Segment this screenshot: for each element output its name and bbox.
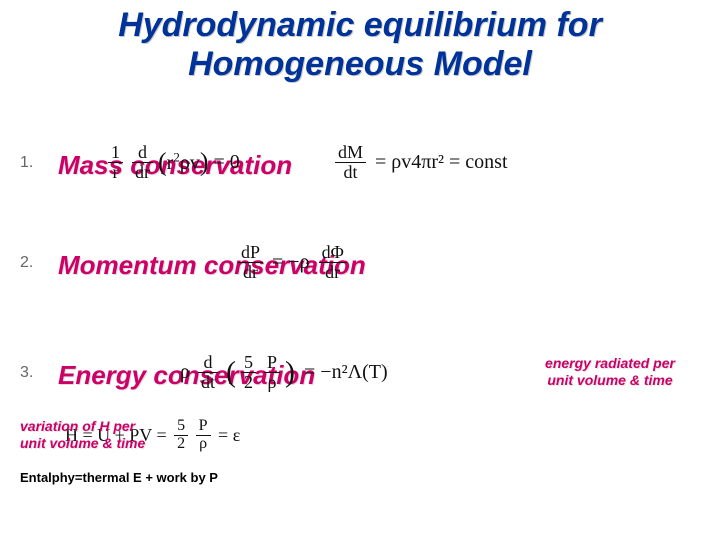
slide-title: Hydrodynamic equilibrium for Homogeneous… <box>0 0 720 84</box>
title-line-2: Homogeneous Model <box>0 45 720 84</box>
bullet-2: 2. <box>20 254 40 272</box>
list-item-1: 1. Mass conservation <box>20 150 292 181</box>
label-energy: Energy conservation <box>58 360 315 391</box>
list-item-3: 3. Energy conservation <box>20 360 315 391</box>
bullet-1: 1. <box>20 154 40 172</box>
note-entalphy: Entalphy=thermal E + work by P <box>20 470 218 485</box>
list-item-2: 2. Momentum conservation <box>20 250 366 281</box>
label-mass: Mass conservation <box>58 150 292 181</box>
note-variation-l2: unit volume & time <box>20 435 145 452</box>
note-radiated: energy radiated per unit volume & time <box>520 355 700 389</box>
title-line-1: Hydrodynamic equilibrium for <box>0 6 720 45</box>
eq-mass-rhs: dMdt = ρv4πr² = const <box>335 143 508 182</box>
note-variation-l1: variation of H per <box>20 418 145 435</box>
label-momentum: Momentum conservation <box>58 250 366 281</box>
note-radiated-l2: unit volume & time <box>520 372 700 389</box>
bullet-3: 3. <box>20 364 40 382</box>
note-radiated-l1: energy radiated per <box>520 355 700 372</box>
note-variation: variation of H per unit volume & time <box>20 418 145 452</box>
